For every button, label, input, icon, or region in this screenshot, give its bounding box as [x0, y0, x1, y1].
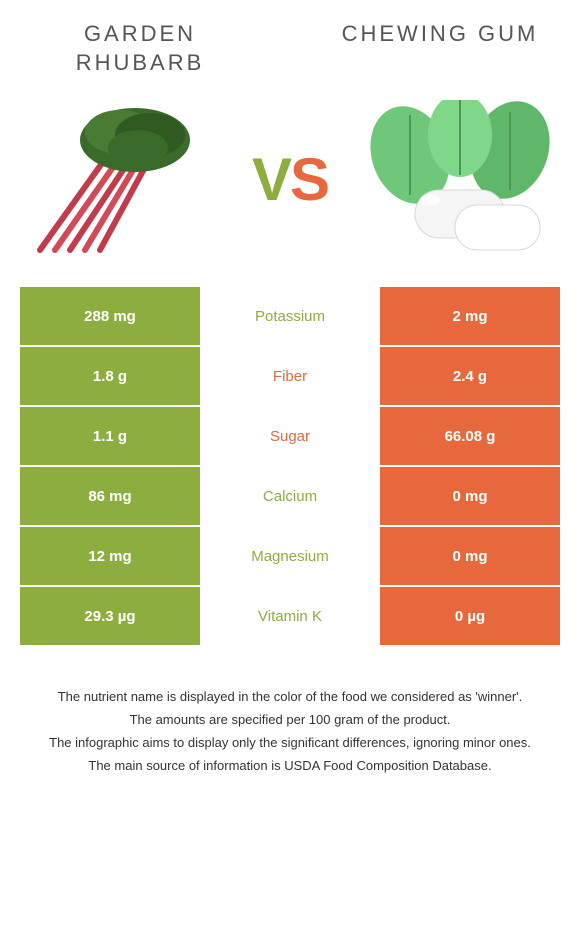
right-food-image	[360, 100, 560, 260]
cell-right-value: 66.08 g	[380, 407, 560, 465]
cell-right-value: 2.4 g	[380, 347, 560, 405]
vs-label: VS	[252, 145, 328, 214]
vs-v: V	[252, 146, 290, 213]
header: GARDEN RHUBARB CHEWING GUM	[0, 0, 580, 87]
cell-nutrient: Potassium	[200, 287, 380, 345]
cell-right-value: 2 mg	[380, 287, 560, 345]
cell-left-value: 12 mg	[20, 527, 200, 585]
cell-left-value: 1.1 g	[20, 407, 200, 465]
cell-left-value: 86 mg	[20, 467, 200, 525]
cell-right-value: 0 µg	[380, 587, 560, 645]
cell-nutrient: Vitamin K	[200, 587, 380, 645]
right-food-title: CHEWING GUM	[340, 20, 540, 77]
vs-s: S	[290, 146, 328, 213]
nutrient-table: 288 mg Potassium 2 mg 1.8 g Fiber 2.4 g …	[20, 287, 560, 645]
footnote-line: The amounts are specified per 100 gram o…	[20, 710, 560, 731]
table-row: 12 mg Magnesium 0 mg	[20, 527, 560, 585]
left-food-image	[20, 100, 220, 260]
cell-left-value: 29.3 µg	[20, 587, 200, 645]
footnotes: The nutrient name is displayed in the co…	[0, 647, 580, 776]
cell-left-value: 1.8 g	[20, 347, 200, 405]
table-row: 29.3 µg Vitamin K 0 µg	[20, 587, 560, 645]
footnote-line: The infographic aims to display only the…	[20, 733, 560, 754]
cell-nutrient: Magnesium	[200, 527, 380, 585]
cell-right-value: 0 mg	[380, 527, 560, 585]
cell-right-value: 0 mg	[380, 467, 560, 525]
cell-nutrient: Fiber	[200, 347, 380, 405]
footnote-line: The nutrient name is displayed in the co…	[20, 687, 560, 708]
images-row: VS	[0, 87, 580, 287]
table-row: 1.1 g Sugar 66.08 g	[20, 407, 560, 465]
table-row: 288 mg Potassium 2 mg	[20, 287, 560, 345]
cell-nutrient: Sugar	[200, 407, 380, 465]
footnote-line: The main source of information is USDA F…	[20, 756, 560, 777]
cell-nutrient: Calcium	[200, 467, 380, 525]
table-row: 86 mg Calcium 0 mg	[20, 467, 560, 525]
table-row: 1.8 g Fiber 2.4 g	[20, 347, 560, 405]
cell-left-value: 288 mg	[20, 287, 200, 345]
left-food-title: GARDEN RHUBARB	[40, 20, 240, 77]
